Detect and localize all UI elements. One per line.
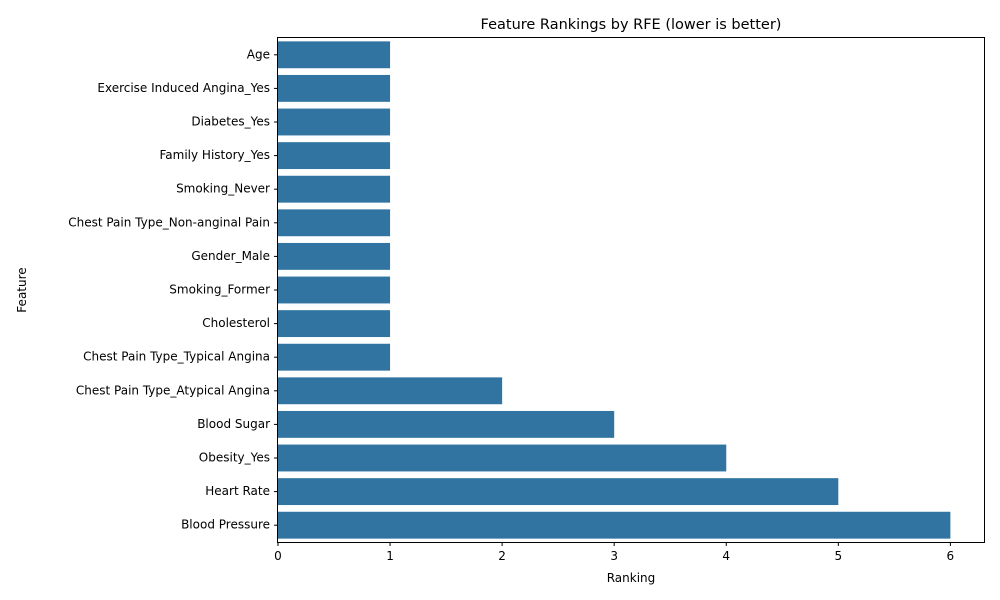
x-tick-label: 5 (834, 549, 842, 563)
x-axis-title: Ranking (607, 571, 656, 585)
x-tick-label: 1 (386, 549, 394, 563)
bar-chest-pain-type-atypical-angina (278, 377, 503, 405)
y-tick-label: Exercise Induced Angina_Yes (97, 81, 270, 95)
y-tick-label: Smoking_Never (176, 182, 270, 196)
y-axis-title: Feature (15, 267, 29, 312)
x-tick-label: 0 (274, 549, 282, 563)
bar-obesity-yes (278, 444, 727, 472)
y-tick-label: Chest Pain Type_Non-anginal Pain (68, 215, 270, 229)
y-tick-label: Family History_Yes (160, 148, 271, 162)
bar-gender-male (278, 242, 391, 270)
y-tick-label: Gender_Male (191, 249, 270, 263)
y-tick-label: Cholesterol (202, 316, 270, 330)
bar-heart-rate (278, 478, 839, 506)
bar-diabetes-yes (278, 108, 391, 136)
chart-title: Feature Rankings by RFE (lower is better… (481, 17, 782, 33)
bar-cholesterol (278, 310, 391, 338)
bar-blood-pressure (278, 511, 951, 539)
y-tick-label: Blood Sugar (197, 417, 270, 431)
y-tick-label: Smoking_Former (169, 283, 270, 297)
bar-family-history-yes (278, 142, 391, 170)
bar-chest-pain-type-typical-angina (278, 343, 391, 371)
y-tick-label: Blood Pressure (181, 518, 270, 532)
bar-exercise-induced-angina-yes (278, 74, 391, 102)
bar-smoking-never (278, 175, 391, 203)
plot-frame (277, 37, 985, 543)
y-tick-label: Heart Rate (205, 484, 270, 498)
bars-group (278, 41, 951, 539)
x-tick-label: 3 (610, 549, 618, 563)
x-tick-label: 6 (947, 549, 955, 563)
y-tick-label: Obesity_Yes (199, 451, 270, 465)
y-tick-label: Age (247, 47, 270, 61)
bar-chest-pain-type-non-anginal-pain (278, 209, 391, 237)
bar-smoking-former (278, 276, 391, 304)
bar-blood-sugar (278, 410, 615, 438)
y-tick-labels: Age Exercise Induced Angina_Yes Diabetes_Y… (68, 47, 278, 532)
y-tick-label: Chest Pain Type_Typical Angina (83, 350, 270, 364)
y-tick-label: Chest Pain Type_Atypical Angina (76, 383, 270, 397)
bar-age (278, 41, 391, 69)
x-tick-label: 2 (498, 549, 506, 563)
x-tick-label: 4 (722, 549, 730, 563)
y-tick-label: Diabetes_Yes (191, 115, 270, 129)
